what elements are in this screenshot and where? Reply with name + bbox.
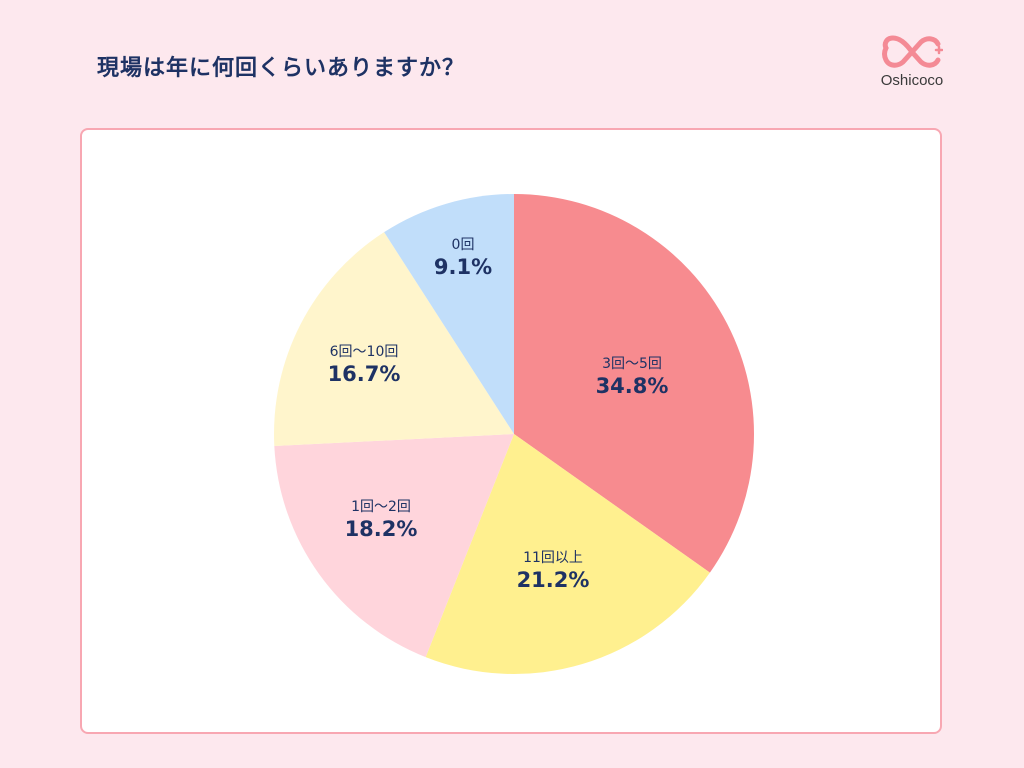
slice-3-5 <box>514 194 754 573</box>
slice-label-0: 0回 9.1% <box>434 236 492 280</box>
slice-percent: 21.2% <box>516 568 590 592</box>
slice-category: 6回〜10回 <box>329 344 399 360</box>
slice-label-11-plus: 11回以上 21.2% <box>517 549 590 593</box>
slice-1-2 <box>274 434 514 658</box>
chart-card: 3回〜5回 34.8% 11回以上 21.2% 1回〜2回 18.2% 6回〜1… <box>80 128 942 734</box>
slice-category: 0回 <box>451 237 475 253</box>
slice-label-3-5: 3回〜5回 34.8% <box>596 355 669 399</box>
slice-percent: 9.1% <box>433 255 493 279</box>
slice-category: 1回〜2回 <box>351 499 411 515</box>
pie-chart <box>274 194 754 674</box>
page-title: 現場は年に何回くらいありますか？ <box>97 56 466 81</box>
slice-0 <box>384 194 514 434</box>
slice-percent: 34.8% <box>595 374 669 398</box>
slice-6-10 <box>274 232 514 447</box>
slice-category: 3回〜5回 <box>602 356 662 372</box>
logo-text: Oshicoco <box>880 72 944 89</box>
slice-percent: 18.2% <box>344 517 418 541</box>
brand-logo: Oshicoco <box>872 34 952 89</box>
slice-label-6-10: 6回〜10回 16.7% <box>328 343 401 387</box>
slice-label-1-2: 1回〜2回 18.2% <box>345 498 418 542</box>
slice-11-plus <box>425 434 710 674</box>
oshicoco-infinity-heart-icon <box>882 35 943 68</box>
slice-percent: 16.7% <box>327 362 401 386</box>
slice-category: 11回以上 <box>523 550 583 566</box>
